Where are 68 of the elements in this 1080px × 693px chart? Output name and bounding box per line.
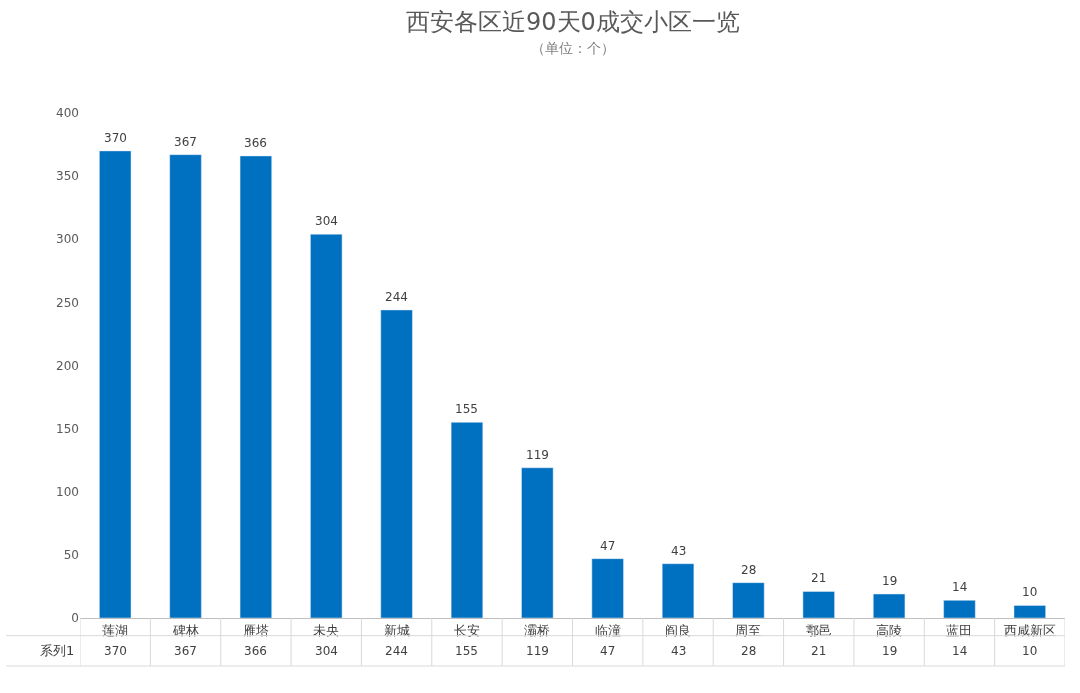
- bar: [521, 467, 554, 618]
- x-tick-label: 雁塔: [242, 622, 269, 638]
- bar: [99, 150, 132, 618]
- chart-title: 西安各区近90天0成交小区一览: [406, 8, 740, 36]
- bar: [661, 563, 695, 618]
- text: 系列1: [40, 643, 75, 658]
- bar: [450, 422, 484, 618]
- chart-subtitle: （单位：个）: [531, 40, 615, 56]
- annotation: 43: [671, 544, 687, 558]
- y-tick-label: 100: [56, 484, 79, 499]
- annotation: 47: [600, 539, 616, 553]
- data-label: 21: [811, 644, 827, 658]
- data-label: 367: [174, 644, 197, 658]
- y-tick-label: 250: [56, 295, 79, 310]
- bar: [1013, 605, 1046, 618]
- annotation: 10: [1022, 585, 1038, 599]
- y-tick-label: 0: [71, 611, 79, 626]
- annotation: 28: [741, 563, 757, 577]
- x-tick-label: 长安: [453, 622, 480, 638]
- x-tick-label: 周至: [735, 622, 762, 638]
- x-tick-label: 莲湖: [102, 622, 129, 638]
- y-tick-label: 200: [56, 358, 79, 373]
- bar: [943, 600, 976, 618]
- x-tick-label: 鄠邑: [805, 622, 832, 638]
- bar: [310, 233, 343, 618]
- annotation: 304: [315, 214, 338, 228]
- data-label: 19: [882, 644, 898, 658]
- annotation: 367: [174, 135, 197, 149]
- data-label: 304: [315, 644, 338, 658]
- x-tick-label: 西咸新区: [1003, 622, 1056, 638]
- annotation: 21: [811, 571, 827, 585]
- x-tick-label: 高陵: [876, 622, 903, 638]
- bar: [591, 558, 624, 618]
- x-tick-label: 未央: [313, 622, 340, 638]
- data-label: 47: [600, 644, 616, 658]
- annotation: 155: [455, 402, 478, 416]
- bar: [873, 593, 906, 618]
- data-label: 155: [455, 644, 478, 658]
- annotation: 14: [952, 580, 968, 594]
- bar: [169, 154, 202, 618]
- y-tick-label: 50: [63, 548, 79, 563]
- annotation: 19: [882, 574, 898, 588]
- bar: [380, 309, 413, 618]
- annotation: 366: [244, 136, 267, 150]
- y-tick-label: 350: [56, 169, 79, 184]
- bar: [802, 591, 835, 618]
- annotation: 370: [104, 131, 127, 145]
- data-label: 14: [952, 644, 968, 658]
- bar: [239, 155, 272, 618]
- y-tick-label: 150: [56, 421, 79, 436]
- data-label: 370: [104, 644, 127, 658]
- annotation: 244: [385, 290, 408, 304]
- x-tick-label: 碑林: [171, 622, 199, 638]
- y-tick-label: 300: [56, 232, 79, 247]
- data-label: 28: [741, 644, 757, 658]
- data-label: 10: [1022, 644, 1038, 658]
- x-tick-label: 阎良: [665, 622, 692, 638]
- annotation: 119: [526, 448, 549, 462]
- bar: [732, 582, 765, 618]
- x-tick-label: 新城: [383, 622, 410, 638]
- data-label: 366: [244, 644, 267, 658]
- x-tick-label: 蓝田: [946, 622, 973, 638]
- data-label: 244: [385, 644, 408, 658]
- data-label: 43: [671, 644, 687, 658]
- data-label: 119: [526, 644, 549, 658]
- x-tick-label: 灞桥: [524, 622, 551, 638]
- x-tick-label: 临潼: [594, 622, 621, 638]
- y-tick-label: 400: [56, 106, 79, 121]
